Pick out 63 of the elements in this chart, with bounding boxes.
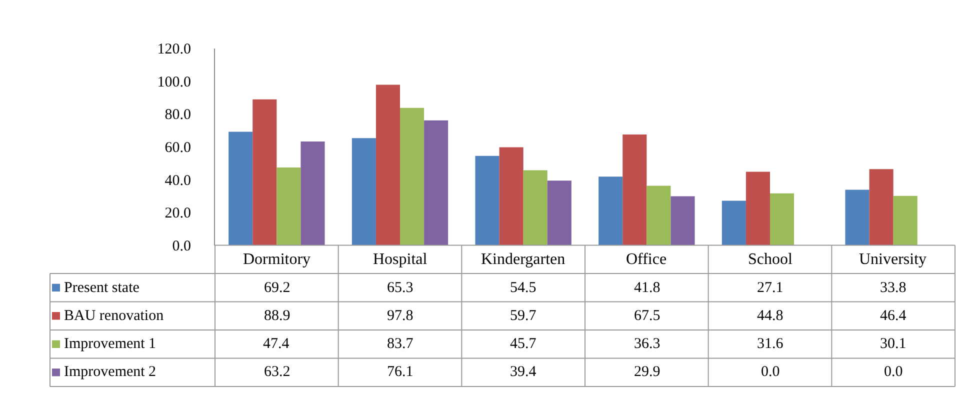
x-tick-label: Dormitory: [243, 251, 311, 268]
y-tick-label: 120.0: [157, 42, 191, 58]
data-label: 27.1: [757, 280, 784, 296]
bar: [598, 176, 623, 246]
bar: [547, 180, 572, 246]
legend-label: Improvement 1: [64, 336, 156, 352]
x-tick-label: Hospital: [373, 251, 428, 268]
bar: [622, 134, 647, 246]
y-tick-label: 100.0: [157, 74, 191, 90]
data-label: 76.1: [387, 364, 414, 380]
y-tick-label: 0.0: [172, 238, 191, 255]
data-label: 47.4: [263, 336, 290, 352]
bar: [352, 138, 376, 246]
x-tick-label: Office: [626, 251, 667, 268]
bar: [746, 172, 770, 246]
bar: [300, 142, 325, 246]
data-label: 29.9: [634, 364, 660, 380]
bar: [376, 84, 400, 246]
legend-label: BAU renovation: [64, 308, 164, 324]
data-label: 45.7: [510, 336, 537, 352]
data-label: 97.8: [387, 308, 414, 324]
bar: [400, 108, 424, 246]
bar: [869, 169, 894, 246]
bar: [893, 196, 918, 246]
bar: [670, 196, 695, 246]
data-label: 67.5: [634, 308, 660, 324]
data-label: 30.1: [880, 336, 906, 352]
data-label: 41.8: [634, 280, 660, 296]
data-label: 88.9: [264, 308, 290, 324]
y-tick-label: 20.0: [164, 206, 191, 222]
data-label: 65.3: [387, 280, 414, 296]
bar: [722, 200, 746, 246]
data-label: 33.8: [880, 280, 906, 296]
bar: [499, 147, 524, 246]
data-label: 0.0: [761, 364, 780, 380]
x-tick-label: School: [748, 251, 793, 268]
bar: [424, 120, 448, 246]
x-tick-label: Kindergarten: [481, 251, 566, 268]
bar: [770, 193, 794, 246]
bar: [475, 156, 500, 246]
bar: [252, 99, 277, 246]
data-label: 44.8: [757, 308, 784, 324]
data-label: 83.7: [387, 336, 414, 352]
bar: [523, 170, 548, 246]
bar: [845, 190, 870, 246]
y-tick-label: 60.0: [164, 140, 191, 156]
data-label: 36.3: [634, 336, 660, 352]
x-tick-label: University: [859, 251, 927, 268]
y-tick-label: 40.0: [164, 172, 191, 189]
data-label: 54.5: [510, 280, 536, 296]
data-label: 69.2: [264, 280, 290, 296]
bar: [228, 132, 253, 246]
legend-label: Present state: [64, 280, 140, 296]
data-label: 39.4: [510, 364, 537, 380]
data-label: 59.7: [510, 308, 537, 324]
data-label: 31.6: [757, 336, 784, 352]
bar: [646, 186, 671, 246]
data-label: 46.4: [880, 308, 907, 324]
data-label: 63.2: [264, 364, 290, 380]
y-tick-label: 80.0: [164, 107, 191, 124]
legend-label: Improvement 2: [64, 364, 156, 380]
data-label: 0.0: [884, 364, 903, 380]
bar: [276, 167, 301, 246]
